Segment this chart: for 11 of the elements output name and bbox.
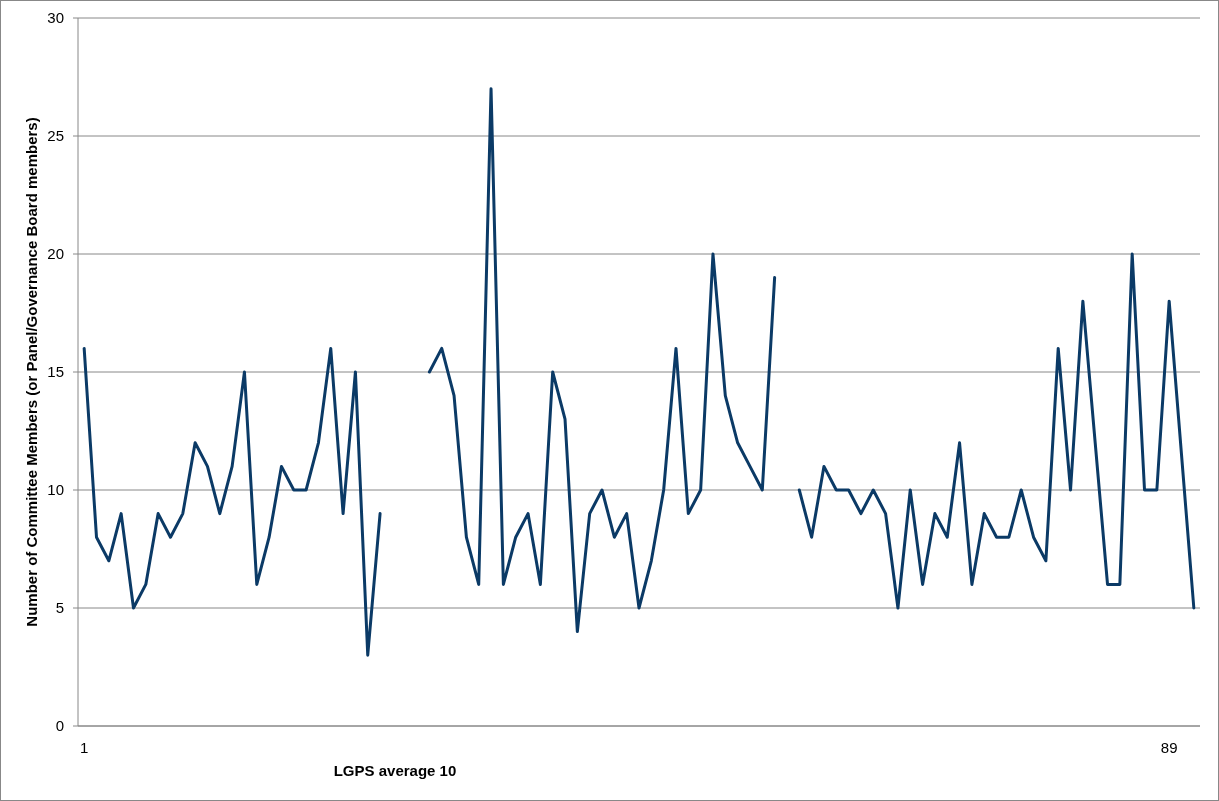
y-tick-label: 25 [47, 127, 64, 145]
y-tick-label: 30 [47, 9, 64, 27]
y-tick-label: 5 [55, 599, 64, 617]
x-tick-label: 89 [1160, 739, 1178, 756]
y-tick-label: 15 [47, 363, 64, 381]
y-tick-label: 10 [47, 481, 64, 499]
y-axis-title: Number of Committee Members (or Panel/Governance Board members) [23, 117, 40, 627]
x-tick-label: 1 [79, 739, 89, 756]
y-tick-label: 20 [47, 245, 64, 263]
y-tick-label: 0 [55, 717, 64, 735]
x-axis-title: LGPS average 10 [333, 762, 457, 779]
